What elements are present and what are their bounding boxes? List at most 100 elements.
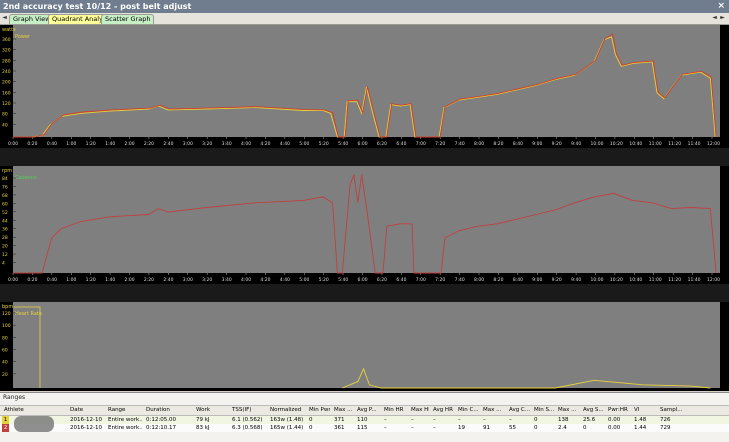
chart1-xtick: 2:00 bbox=[125, 277, 135, 283]
ranges-cell: 2016-12-10 bbox=[70, 425, 102, 431]
chart1-ytick: 28 bbox=[2, 235, 8, 241]
ranges-header: Athlete Date Range Duration Work TSS(IF) Norma… bbox=[0, 405, 729, 416]
close-icon[interactable]: × bbox=[717, 1, 725, 11]
ranges-cell: 0 bbox=[534, 425, 538, 431]
ranges-cell: – bbox=[433, 417, 436, 423]
ranges-row[interactable]: 1 2016-12-10 Entire work... 0:12:05.00 79 kJ… bbox=[0, 416, 729, 424]
ranges-cell: 0 bbox=[583, 425, 587, 431]
chart1-ytick: 36 bbox=[2, 227, 8, 233]
chart0-ytick: 80 bbox=[2, 112, 8, 118]
chart2-ytick: 80 bbox=[2, 335, 8, 341]
chart0-xtick: 11:40 bbox=[688, 141, 701, 147]
ranges-header-cell[interactable]: Min C... bbox=[458, 407, 479, 413]
chart0-xtick: 5:40 bbox=[338, 141, 348, 147]
ranges-cell: 0.00 bbox=[608, 417, 621, 423]
ranges-header-cell[interactable]: Normalized bbox=[270, 407, 302, 413]
ranges-header-cell[interactable]: Athlete bbox=[4, 407, 24, 413]
chart0-xtick: 6:00 bbox=[358, 141, 368, 147]
chart0-xtick: 11:20 bbox=[668, 141, 681, 147]
ranges-cell: – bbox=[411, 417, 414, 423]
ranges-header-cell[interactable]: Avg HR bbox=[433, 407, 453, 413]
ranges-cell: 25.6 bbox=[583, 417, 596, 423]
ranges-header-cell[interactable]: Work bbox=[196, 407, 210, 413]
chart0-xtick: 10:20 bbox=[610, 141, 623, 147]
chart0-xtick: 4:00 bbox=[241, 141, 251, 147]
ranges-header-cell[interactable]: Sampl... bbox=[660, 407, 683, 413]
chart1-xtick: 6:20 bbox=[377, 277, 387, 283]
chart1-ytick: 12 bbox=[2, 252, 8, 258]
ranges-header-cell[interactable]: Min S... bbox=[534, 407, 554, 413]
chart1-xtick: 9:40 bbox=[571, 277, 581, 283]
chart0-xtick: 7:20 bbox=[435, 141, 445, 147]
ranges-cell: 1.44 bbox=[634, 425, 647, 431]
ranges-header-cell[interactable]: Max ... bbox=[334, 407, 353, 413]
nav-prev-right-icon[interactable]: ◄ bbox=[712, 14, 717, 21]
ranges-header-cell[interactable]: Date bbox=[70, 407, 84, 413]
chart0-xtick: 2:40 bbox=[163, 141, 173, 147]
chart0-ytick: 280 bbox=[2, 58, 11, 64]
ranges-cell: 79 kJ bbox=[196, 417, 210, 423]
window-title: 2nd accuracy test 10/12 - post belt adju… bbox=[3, 2, 192, 11]
ranges-cell: 55 bbox=[509, 425, 516, 431]
chart0-xtick: 10:40 bbox=[629, 141, 642, 147]
chart1-xtick: 6:00 bbox=[358, 277, 368, 283]
chart0-xtick: 12:00 bbox=[707, 141, 720, 147]
chart1-xtick: 3:00 bbox=[183, 277, 193, 283]
chart1-xtick: 0:00 bbox=[8, 277, 18, 283]
nav-next-icon[interactable]: ► bbox=[720, 14, 725, 21]
chart1-xtick: 7:40 bbox=[455, 277, 465, 283]
chart0-xtick: 8:00 bbox=[474, 141, 484, 147]
ranges-header-cell[interactable]: Pwr:HR bbox=[608, 407, 628, 413]
chart1-xtick: 5:40 bbox=[338, 277, 348, 283]
chart1-xtick: 11:40 bbox=[688, 277, 701, 283]
chart0-ytick: 200 bbox=[2, 80, 11, 86]
ranges-header-cell[interactable]: Range bbox=[108, 407, 126, 413]
nav-prev-icon[interactable]: ◄ bbox=[2, 14, 7, 21]
chart1-xtick: 5:20 bbox=[319, 277, 329, 283]
ranges-cell: 91 bbox=[483, 425, 490, 431]
chart1-xtick: 8:20 bbox=[493, 277, 503, 283]
ranges-header-cell[interactable]: Avg C... bbox=[509, 407, 530, 413]
chart2-ytick: 120 bbox=[2, 311, 11, 317]
ranges-cell: – bbox=[384, 425, 387, 431]
ranges-header-cell[interactable]: Max ... bbox=[558, 407, 577, 413]
chart1-xtick: 6:40 bbox=[396, 277, 406, 283]
chart1-ytick: 60 bbox=[2, 201, 8, 207]
ranges-header-cell[interactable]: VI bbox=[634, 407, 640, 413]
ranges-header-cell[interactable]: Duration bbox=[146, 407, 170, 413]
chart1-ytick: 44 bbox=[2, 218, 8, 224]
ranges-header-cell[interactable]: Max HR bbox=[411, 407, 429, 413]
ranges-cell: – bbox=[411, 425, 414, 431]
chart0-xtick: 3:20 bbox=[202, 141, 212, 147]
chart0-xtick: 0:20 bbox=[27, 141, 37, 147]
chart0-xtick: 3:00 bbox=[183, 141, 193, 147]
tab-scatter-graph[interactable]: Scatter Graph bbox=[101, 14, 155, 24]
ranges-row[interactable]: 2 2016-12-10 Entire work... 0:12:10.17 83 kJ… bbox=[0, 424, 729, 432]
ranges-panel: Ranges Athlete Date Range Duration Work TSS(I… bbox=[0, 392, 729, 442]
chart1-ytick: 20 bbox=[2, 244, 8, 250]
chart1-xtick: 9:00 bbox=[532, 277, 542, 283]
chart1-xtick: 0:20 bbox=[27, 277, 37, 283]
ranges-header-cell[interactable]: Max ... bbox=[483, 407, 502, 413]
ranges-header-cell[interactable]: Avg P... bbox=[357, 407, 377, 413]
chart0-xtick: 3:40 bbox=[222, 141, 232, 147]
chart2-hr-start-line bbox=[14, 306, 41, 388]
ranges-header-cell[interactable]: Min HR bbox=[384, 407, 404, 413]
chart1-xtick: 1:20 bbox=[86, 277, 96, 283]
ranges-cell: 729 bbox=[660, 425, 671, 431]
chart0-separator bbox=[0, 148, 729, 166]
ranges-header-cell[interactable]: Avg S... bbox=[583, 407, 604, 413]
chart0-xtick: 9:00 bbox=[532, 141, 542, 147]
ranges-header-cell[interactable]: TSS(IF) bbox=[232, 407, 252, 413]
chart0-ytick: 240 bbox=[2, 69, 11, 75]
chart1-xtick: 4:00 bbox=[241, 277, 251, 283]
chart0-xtick: 2:00 bbox=[125, 141, 135, 147]
chart0-xtick: 2:20 bbox=[144, 141, 154, 147]
chart1-xtick: 7:00 bbox=[416, 277, 426, 283]
chart0-xtick: 8:40 bbox=[513, 141, 523, 147]
ranges-header-cell[interactable]: Min Pwr bbox=[309, 407, 330, 413]
chart1-xtick: 1:40 bbox=[105, 277, 115, 283]
chart2-plot-bg bbox=[13, 302, 720, 388]
ranges-cell: 361 bbox=[334, 425, 345, 431]
